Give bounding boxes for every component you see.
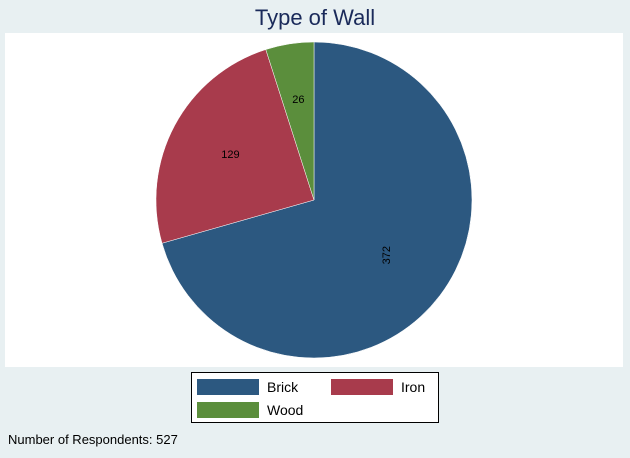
pie-slice-wood	[265, 41, 315, 201]
plot-region: 372 129 26	[5, 33, 623, 367]
pie-slice-brick	[161, 41, 473, 359]
legend-swatch-iron	[331, 379, 393, 395]
legend-swatch-wood	[197, 402, 259, 418]
slice-label-wood: 26	[292, 94, 304, 106]
slice-label-iron: 129	[221, 149, 239, 161]
legend-item-wood: Wood	[197, 402, 303, 418]
slice-label-brick: 372	[381, 246, 393, 264]
legend-item-iron: Iron	[331, 379, 425, 395]
legend: Brick Iron Wood	[191, 372, 439, 423]
legend-item-brick: Brick	[197, 379, 298, 395]
chart-title: Type of Wall	[254, 5, 376, 30]
legend-label-iron: Iron	[401, 379, 426, 395]
legend-label-wood: Wood	[267, 402, 304, 418]
legend-swatch-brick	[197, 379, 259, 395]
pie-chart: 372 129 26	[155, 41, 473, 359]
respondents-note: Number of Respondents: 527	[8, 432, 178, 447]
legend-label-brick: Brick	[267, 379, 299, 395]
pie-slice-iron	[155, 49, 315, 244]
